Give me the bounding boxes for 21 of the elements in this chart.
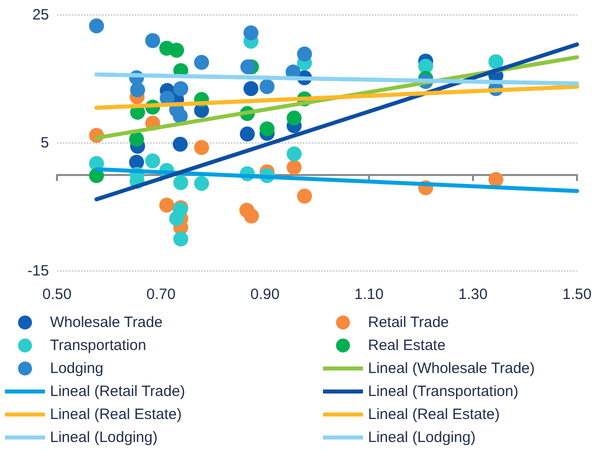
legend-label: Lineal (Retail Trade) bbox=[50, 383, 186, 400]
legend-label: Lineal (Transportation) bbox=[368, 383, 518, 400]
legend-label: Real Estate bbox=[368, 337, 446, 354]
x-tick-label: 1.10 bbox=[354, 286, 384, 303]
legend-label: Lodging bbox=[50, 360, 104, 377]
legend-label: Lineal (Real Estate) bbox=[368, 406, 500, 423]
legend-label: Lineal (Lodging) bbox=[368, 429, 476, 446]
x-tick-label: 1.50 bbox=[562, 286, 592, 303]
legend-label: Lineal (Real Estate) bbox=[50, 406, 182, 423]
legend-label: Transportation bbox=[50, 337, 146, 354]
legend-label: Lineal (Lodging) bbox=[50, 429, 158, 446]
x-tick-label: 1.30 bbox=[458, 286, 488, 303]
y-tick-label: -15 bbox=[27, 262, 49, 280]
y-tick-label: 5 bbox=[40, 134, 49, 152]
legend-label: Wholesale Trade bbox=[50, 314, 163, 331]
x-tick-label: 0.70 bbox=[146, 286, 176, 303]
y-tick-label: 25 bbox=[32, 6, 49, 24]
x-tick-label: 0.90 bbox=[250, 286, 280, 303]
x-tick-label: 0.50 bbox=[42, 286, 72, 303]
legend-label: Retail Trade bbox=[368, 314, 449, 331]
legend-label: Lineal (Wholesale Trade) bbox=[368, 360, 535, 377]
